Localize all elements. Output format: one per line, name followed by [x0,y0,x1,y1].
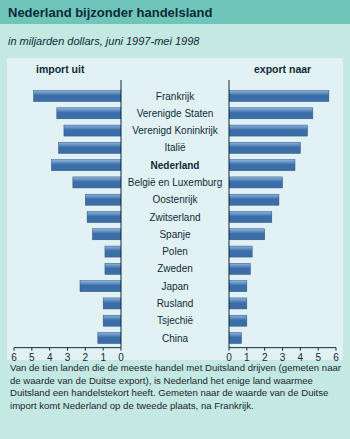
category-label: Verenigd Koninkrijk [132,125,219,136]
bar [229,263,250,274]
tick-label: 5 [29,352,35,363]
tick [318,348,319,351]
series-header: import uit [36,63,85,75]
bar [229,91,329,102]
bar [87,212,121,223]
category-label: Frankrijk [156,91,195,102]
background [0,0,350,439]
bar [103,298,121,309]
tick-label: 6 [11,352,17,363]
bar [229,246,252,257]
tick-label: 1 [244,352,250,363]
tick [229,348,230,351]
tick-label: 3 [280,352,286,363]
category-label: China [162,333,189,344]
plot-panel [7,58,343,360]
annotation: Van de tien landen die de meeste handel … [10,362,342,412]
category-label: Polen [162,246,188,257]
bar [229,160,295,171]
category-label: Zwitserland [149,212,200,223]
bar [103,315,121,326]
bar [229,229,265,240]
tick-label: 6 [333,352,339,363]
bar [229,108,313,119]
tick-label: 5 [315,352,321,363]
chart-svg: Nederland bijzonder handelsland in miljar… [0,0,350,439]
tick [67,348,68,351]
bar [92,229,121,240]
tick [31,348,32,351]
category-label: Rusland [157,298,194,309]
bar [73,177,121,188]
bar [59,142,121,153]
tick-label: 2 [83,352,89,363]
category-label: Nederland [151,160,200,171]
bar [105,246,121,257]
bar [80,281,121,292]
tick-label: 3 [65,352,71,363]
bar [105,263,121,274]
title: Nederland bijzonder handelsland [8,5,212,20]
tick [85,348,86,351]
bar [229,194,279,205]
tick [121,348,122,351]
tick-label: 0 [118,352,124,363]
category-label: Japan [161,281,188,292]
base-line [121,80,122,348]
bar [229,212,272,223]
category-label: Zweden [157,263,193,274]
chart-page: {"chart_data": {"type": "bar", "orientat… [0,0,350,439]
bar [229,125,307,136]
bars [229,91,329,344]
tick [246,348,247,351]
base-line [229,80,230,348]
bar [64,125,121,136]
tick [14,348,15,351]
category-label: Italië [164,142,186,153]
series-header: export naar [254,63,311,75]
category-label: Oostenrijk [152,194,198,205]
bar [229,333,241,344]
bar [57,108,121,119]
tick [49,348,50,351]
title-bar [0,0,350,24]
bar [229,281,247,292]
bars [34,91,121,344]
tick [300,348,301,351]
bar [85,194,121,205]
tick-label: 2 [262,352,268,363]
tick-label: 4 [47,352,53,363]
tick-label: 0 [226,352,232,363]
bar [229,142,300,153]
bar [98,333,121,344]
category-label: België en Luxemburg [128,177,223,188]
tick [336,348,337,351]
tick [103,348,104,351]
bar [34,91,121,102]
bar [229,177,283,188]
bar [229,315,247,326]
tick-label: 4 [298,352,304,363]
tick [264,348,265,351]
subtitle: in miljarden dollars, juni 1997-mei 1998 [8,35,200,47]
tick [282,348,283,351]
category-label: Verenigde Staten [137,108,214,119]
bar [229,298,247,309]
tick-label: 1 [100,352,106,363]
category-label: Tsjechië [157,315,194,326]
category-label: Spanje [159,229,191,240]
bar [51,160,121,171]
